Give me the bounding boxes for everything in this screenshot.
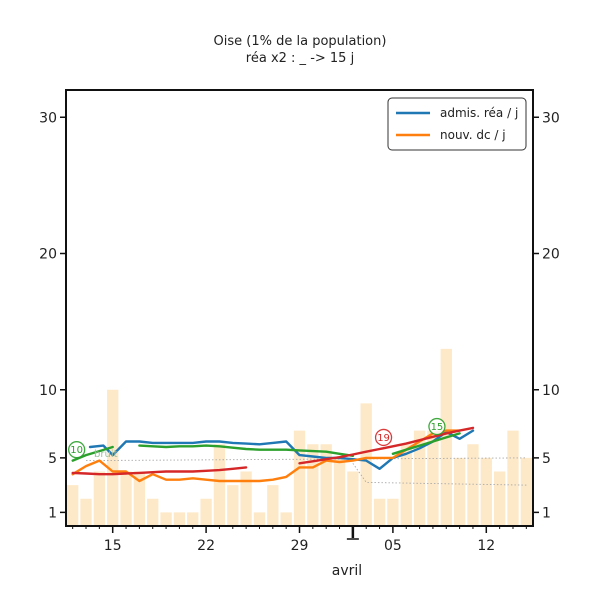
- y-axis-left: 1 5 10 20 30: [39, 110, 66, 521]
- legend-label: admis. réa / j: [440, 106, 518, 120]
- y-tick-label: 1: [542, 505, 551, 521]
- bar: [187, 512, 199, 526]
- y-tick-label: 30: [39, 110, 57, 126]
- bar: [373, 498, 386, 526]
- bar: [453, 457, 466, 526]
- bar: [213, 444, 226, 526]
- bar: [200, 498, 212, 526]
- y-tick-label: 10: [39, 383, 57, 399]
- y-tick-label: 20: [542, 247, 560, 263]
- series-line-1: [71, 429, 461, 483]
- bar: [293, 430, 306, 526]
- annotation-label: bruit: [94, 449, 118, 460]
- annotation-marker: [428, 417, 446, 436]
- series-line-2: [391, 432, 461, 455]
- x-tick-label: 22: [197, 538, 215, 554]
- chart-title: Oise (1% de la population): [214, 34, 387, 49]
- chart-subtitle: réa x2 : _ -> 15 j: [246, 51, 354, 66]
- bar: [80, 498, 92, 526]
- bar: [480, 457, 492, 526]
- bar: [267, 485, 279, 526]
- bar: [347, 471, 359, 526]
- bar: [280, 512, 292, 526]
- series-line-3: [298, 426, 475, 465]
- x-tick-label: 05: [384, 538, 402, 554]
- annotation-marker: [374, 428, 393, 447]
- bar: [93, 471, 106, 526]
- y-tick-label: 5: [48, 451, 57, 467]
- bar: [253, 512, 266, 526]
- series-line-0: [88, 429, 475, 470]
- bar: [413, 430, 426, 526]
- annotation-marker: [68, 441, 86, 459]
- y-tick-label: 10: [542, 383, 560, 399]
- bar: [360, 403, 372, 526]
- bar: [493, 471, 506, 526]
- x-tick-label: 15: [104, 538, 122, 554]
- bar: [307, 444, 319, 526]
- x-axis: 15 22 29 05 12: [72, 526, 527, 554]
- y-axis-right: 1 5 10 20 30: [533, 110, 560, 521]
- series-line-3: [71, 466, 248, 476]
- y-tick-label: 5: [542, 451, 551, 467]
- legend: admis. réa / j nouv. dc / j: [387, 97, 527, 151]
- y-tick-label: 1: [48, 505, 57, 521]
- bar: [387, 498, 399, 526]
- bar: [67, 485, 79, 526]
- bar: [507, 430, 519, 526]
- x-tick-label: 12: [477, 538, 495, 554]
- bar: [333, 457, 346, 526]
- bar: [467, 444, 479, 526]
- bar: [227, 485, 239, 526]
- annotation-marker-label: 10: [70, 445, 83, 456]
- bar: [520, 457, 532, 526]
- bar: [320, 444, 332, 526]
- bar: [427, 430, 439, 526]
- y-tick-label: 30: [542, 110, 560, 126]
- bar: [240, 471, 252, 526]
- reference-line: [352, 463, 527, 486]
- legend-box: [387, 97, 527, 151]
- annotations-layer: 10 bruit 19 15: [68, 417, 446, 460]
- reference-lines-layer: [86, 457, 527, 486]
- bar: [120, 471, 132, 526]
- legend-label: nouv. dc / j: [440, 128, 506, 142]
- bar: [160, 512, 172, 526]
- bar: [133, 471, 146, 526]
- y-tick-label: 20: [39, 247, 57, 263]
- series-line-2: [138, 444, 355, 457]
- bar: [173, 512, 186, 526]
- x-tick-label: 29: [291, 538, 309, 554]
- annotation-marker-label: 19: [377, 433, 390, 444]
- bar: [400, 444, 412, 526]
- bar: [147, 498, 159, 526]
- bar: [107, 389, 119, 526]
- annotation-marker-label: 15: [431, 422, 444, 433]
- x-axis-label: avril: [332, 563, 362, 579]
